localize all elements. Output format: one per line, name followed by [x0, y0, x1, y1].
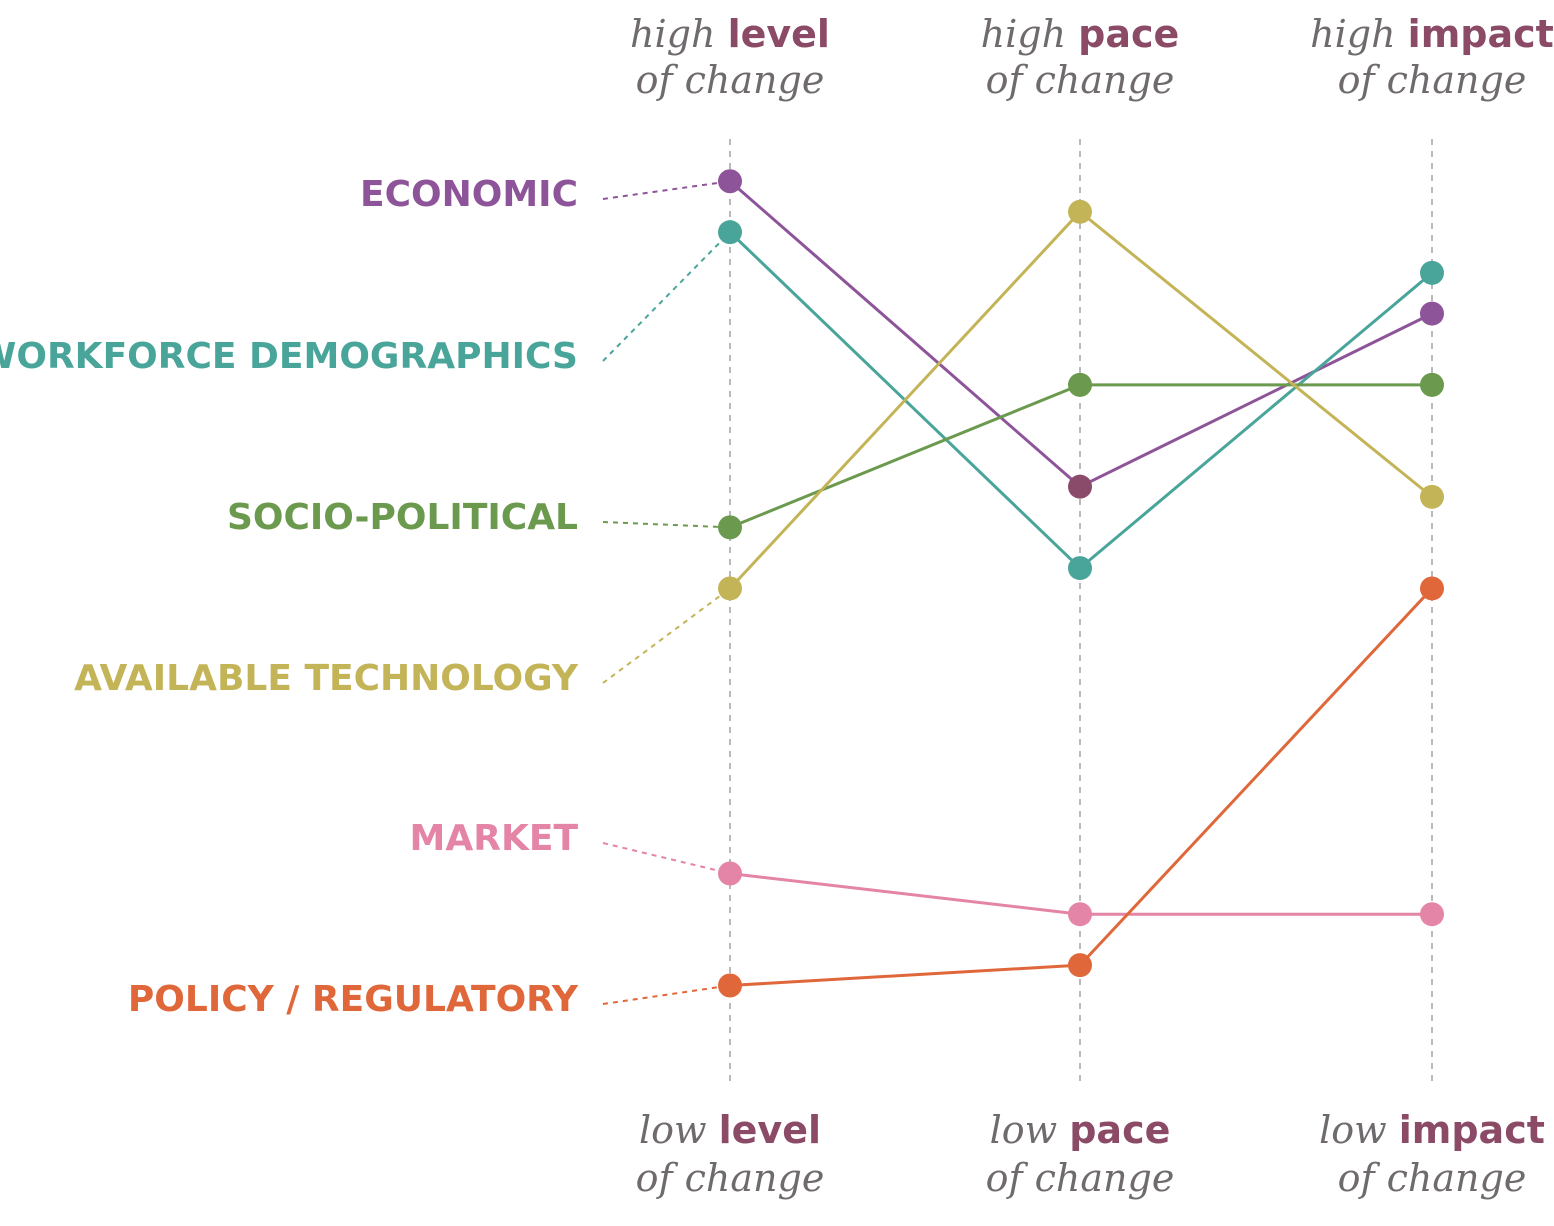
data-point-market-level [718, 861, 742, 886]
series-label-economic: ECONOMIC [360, 174, 578, 215]
axis-top-keyword: level [728, 12, 830, 56]
series-label-available-technology: AVAILABLE TECHNOLOGY [74, 658, 579, 699]
axis-bottom-suffix-impact: of change [1338, 1156, 1527, 1200]
data-point-workforce-demographics-level [718, 220, 742, 245]
label-leaders-layer [602, 180, 731, 1005]
series-line-workforce-demographics [728, 231, 1433, 570]
axis-bottom-prefix: low [639, 1108, 719, 1152]
axis-top-keyword: impact [1408, 12, 1554, 56]
series-leader-policy-regulatory [602, 984, 731, 1005]
axis-bottom-suffix-level: of change [636, 1156, 825, 1200]
axis-bottom-label-pace: low pace [990, 1108, 1171, 1152]
data-point-socio-political-pace [1068, 372, 1092, 397]
series-label-policy-regulatory: POLICY / REGULATORY [128, 979, 579, 1020]
data-point-economic-pace [1068, 474, 1092, 499]
series-leader-workforce-demographics [602, 231, 731, 362]
data-point-economic-impact [1420, 301, 1444, 326]
axis-bottom-keyword: impact [1399, 1108, 1545, 1152]
axis-top-prefix: high [630, 12, 728, 56]
axis-top-label-level: high level [630, 12, 830, 56]
axis-top-suffix-impact: of change [1338, 58, 1527, 102]
data-point-economic-level [718, 169, 742, 194]
data-point-market-impact [1420, 902, 1444, 927]
series-labels-layer: ECONOMIC WORKFORCE DEMOGRAPHICS SOCIO-POLI… [0, 174, 579, 1020]
axis-top-suffix-pace: of change [986, 58, 1175, 102]
axis-top-prefix: high [1310, 12, 1408, 56]
data-point-socio-political-level [718, 515, 742, 540]
series-leader-socio-political [602, 521, 731, 529]
series-leader-economic [602, 180, 731, 200]
axis-top-prefix: high [981, 12, 1079, 56]
series-label-socio-political: SOCIO-POLITICAL [227, 497, 578, 538]
axes-layer [729, 139, 1433, 1085]
data-point-workforce-demographics-pace [1068, 556, 1092, 581]
series-line-available-technology [728, 210, 1433, 590]
axis-bottom-suffix-pace: of change [986, 1156, 1175, 1200]
series-points-layer [718, 169, 1444, 998]
data-point-available-technology-level [718, 576, 742, 601]
data-point-policy-regulatory-pace [1068, 953, 1092, 978]
series-leader-available-technology [602, 587, 731, 684]
axis-bottom-prefix: low [990, 1108, 1070, 1152]
data-point-market-pace [1068, 902, 1092, 927]
axis-bottom-keyword: pace [1069, 1108, 1170, 1152]
data-point-workforce-demographics-impact [1420, 260, 1444, 285]
axis-bottom-label-level: low level [639, 1108, 821, 1152]
axis-top-label-impact: high impact [1310, 12, 1554, 56]
data-point-policy-regulatory-impact [1420, 576, 1444, 601]
data-point-policy-regulatory-level [718, 973, 742, 998]
axis-bottom-prefix: low [1319, 1108, 1399, 1152]
data-point-available-technology-pace [1068, 199, 1092, 224]
data-point-socio-political-impact [1420, 372, 1444, 397]
series-leader-market [602, 842, 731, 875]
axis-bottom-keyword: level [719, 1108, 821, 1152]
axis-top-keyword: pace [1078, 12, 1179, 56]
series-label-workforce-demographics: WORKFORCE DEMOGRAPHICS [0, 336, 578, 377]
axis-top-suffix-level: of change [636, 58, 825, 102]
axis-top-label-pace: high pace [981, 12, 1180, 56]
data-point-available-technology-impact [1420, 484, 1444, 509]
axis-bottom-label-impact: low impact [1319, 1108, 1545, 1152]
series-label-market: MARKET [410, 818, 579, 859]
